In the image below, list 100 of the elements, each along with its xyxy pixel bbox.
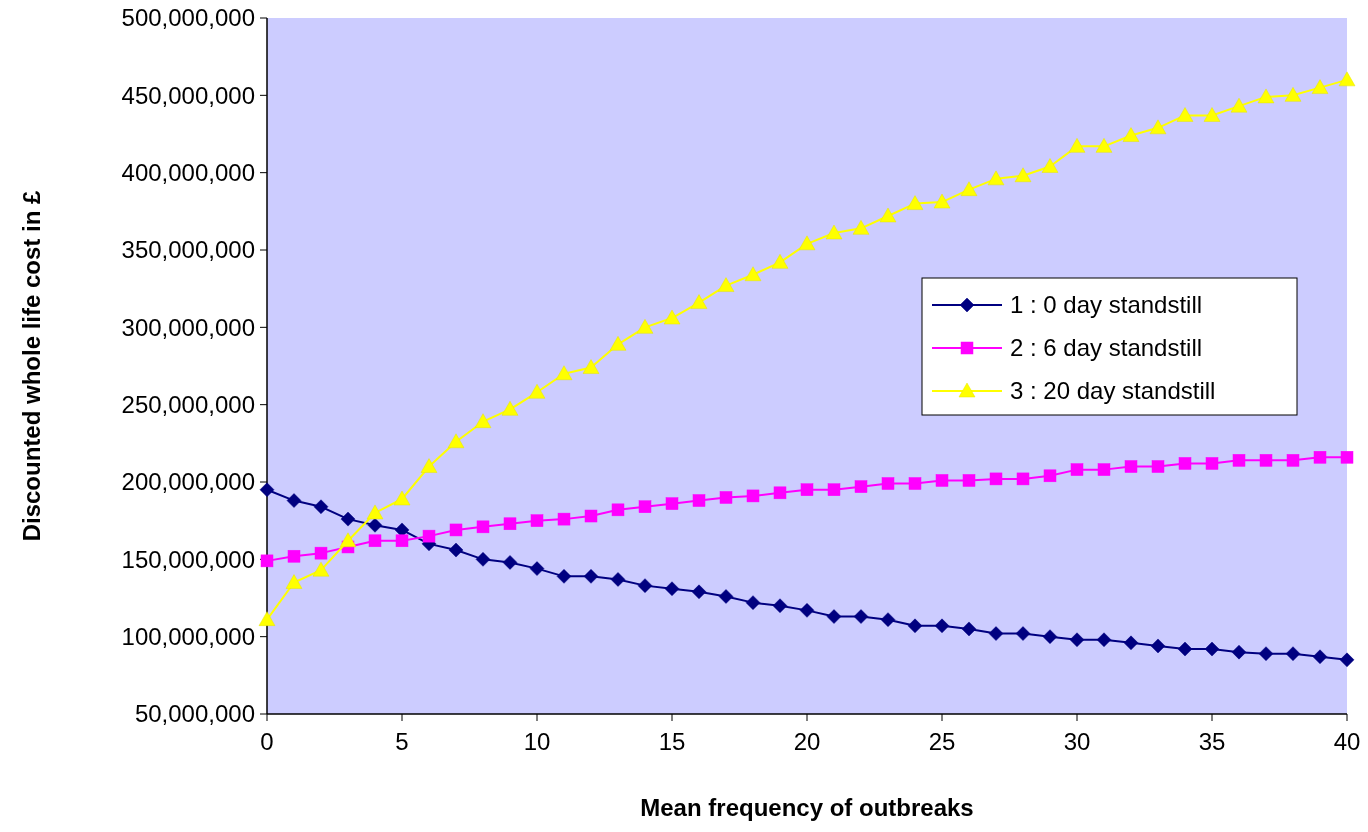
point bbox=[1312, 649, 1328, 665]
point bbox=[1232, 454, 1246, 467]
point bbox=[1041, 158, 1059, 173]
point bbox=[1016, 472, 1030, 486]
point bbox=[555, 365, 573, 380]
point bbox=[880, 612, 896, 627]
point bbox=[1124, 460, 1138, 473]
legend-label: 2 : 6 day standstill bbox=[1010, 334, 1203, 362]
point bbox=[1177, 641, 1193, 657]
point bbox=[502, 555, 518, 570]
point bbox=[745, 595, 761, 610]
point bbox=[367, 518, 383, 533]
y-tick-label: 500,000,000 bbox=[121, 4, 255, 32]
point bbox=[1313, 451, 1327, 464]
point bbox=[960, 181, 978, 196]
point bbox=[906, 195, 924, 210]
point bbox=[1285, 646, 1301, 661]
point bbox=[962, 474, 976, 487]
point bbox=[1097, 463, 1111, 476]
point bbox=[1230, 97, 1248, 113]
point bbox=[476, 520, 490, 534]
y-tick-label: 150,000,000 bbox=[121, 545, 255, 573]
point bbox=[879, 207, 897, 223]
y-axis-title: Discounted whole life cost in £ bbox=[18, 189, 45, 542]
point bbox=[719, 491, 733, 504]
point bbox=[744, 266, 762, 281]
point bbox=[610, 572, 626, 587]
y-tick-label: 100,000,000 bbox=[121, 623, 255, 651]
point bbox=[447, 433, 465, 449]
point bbox=[690, 294, 708, 309]
point bbox=[503, 517, 517, 531]
y-tick-label: 450,000,000 bbox=[121, 81, 255, 109]
point bbox=[557, 512, 571, 526]
point bbox=[1311, 79, 1329, 94]
point bbox=[1259, 454, 1273, 467]
point bbox=[422, 529, 436, 543]
point bbox=[663, 309, 681, 325]
point bbox=[961, 621, 977, 637]
point bbox=[340, 511, 356, 527]
point bbox=[852, 220, 870, 235]
point bbox=[691, 584, 707, 600]
point bbox=[449, 523, 463, 537]
x-tick-label: 40 bbox=[1333, 728, 1361, 755]
point bbox=[746, 489, 760, 503]
x-tick-label: 35 bbox=[1198, 728, 1226, 755]
point bbox=[1070, 463, 1084, 476]
point bbox=[259, 482, 275, 497]
y-tick-label: 50,000,000 bbox=[134, 700, 255, 728]
point bbox=[1150, 638, 1166, 654]
point bbox=[664, 581, 680, 596]
point bbox=[638, 500, 652, 513]
point bbox=[609, 336, 627, 351]
x-tick-label: 5 bbox=[395, 728, 409, 755]
point bbox=[1123, 635, 1139, 651]
point bbox=[1231, 644, 1247, 660]
point bbox=[1014, 167, 1032, 183]
point bbox=[908, 477, 922, 490]
x-tick-label: 20 bbox=[793, 728, 821, 755]
point bbox=[825, 224, 843, 240]
point bbox=[1340, 451, 1354, 464]
x-tick-label: 10 bbox=[523, 728, 551, 755]
point bbox=[798, 235, 816, 251]
x-tick-label: 15 bbox=[658, 728, 686, 755]
point bbox=[420, 458, 438, 473]
point bbox=[1042, 629, 1058, 644]
point bbox=[1176, 107, 1194, 122]
point bbox=[771, 254, 789, 269]
point bbox=[1284, 87, 1302, 102]
y-tick-label: 400,000,000 bbox=[121, 159, 255, 187]
legend-label: 1 : 0 day standstill bbox=[1010, 291, 1203, 319]
point bbox=[528, 384, 546, 399]
point bbox=[285, 574, 303, 589]
point bbox=[1339, 652, 1355, 668]
point bbox=[286, 493, 302, 508]
point bbox=[933, 193, 951, 209]
x-tick-label: 0 bbox=[260, 728, 274, 755]
point bbox=[1015, 626, 1031, 641]
point bbox=[827, 483, 841, 496]
point bbox=[584, 509, 598, 523]
point bbox=[1068, 138, 1086, 153]
point bbox=[314, 546, 328, 560]
point bbox=[501, 401, 519, 416]
point bbox=[1257, 88, 1275, 104]
x-tick-label: 30 bbox=[1063, 728, 1091, 755]
point bbox=[366, 504, 384, 520]
point bbox=[1069, 632, 1085, 648]
point bbox=[368, 534, 382, 548]
point bbox=[717, 277, 735, 292]
point bbox=[1149, 119, 1167, 135]
point bbox=[1043, 469, 1057, 483]
point bbox=[556, 569, 572, 584]
point bbox=[1151, 460, 1165, 473]
point bbox=[987, 170, 1005, 186]
point bbox=[881, 477, 895, 490]
point bbox=[287, 549, 301, 563]
point bbox=[636, 319, 654, 334]
point bbox=[395, 534, 409, 548]
point bbox=[1096, 632, 1112, 648]
point bbox=[530, 514, 544, 527]
point bbox=[339, 532, 357, 548]
